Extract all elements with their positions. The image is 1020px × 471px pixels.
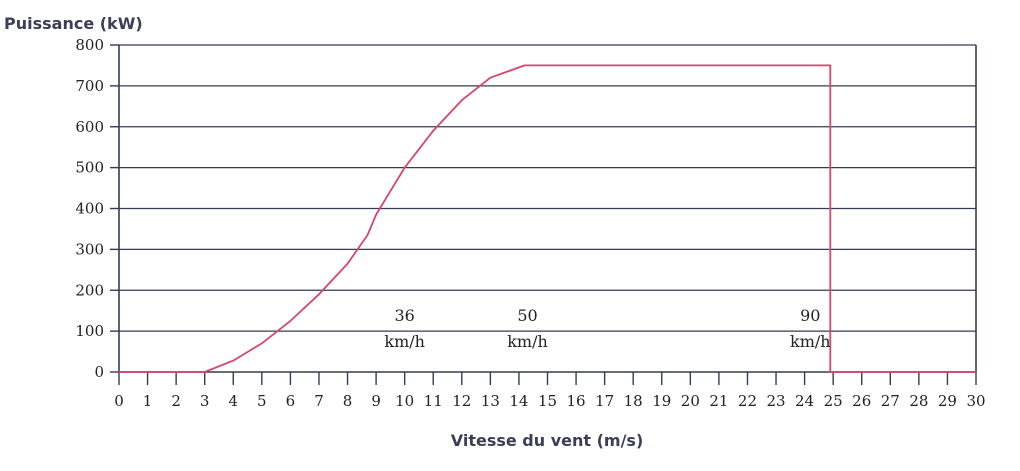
annotations: 36 km/h 50 km/h 90 km/h xyxy=(384,306,830,351)
y-tick-label: 500 xyxy=(75,159,104,177)
x-axis-label: Vitesse du vent (m/s) xyxy=(451,431,644,450)
x-tick-label: 13 xyxy=(481,392,500,410)
x-tick-label: 15 xyxy=(538,392,557,410)
x-tick-label: 1 xyxy=(143,392,153,410)
annotation-value: 50 xyxy=(517,306,537,325)
annotation-unit: km/h xyxy=(790,332,831,351)
x-tick-label: 26 xyxy=(852,392,871,410)
x-tick-label: 5 xyxy=(257,392,267,410)
x-tick-label: 20 xyxy=(681,392,700,410)
y-tick-label: 200 xyxy=(75,281,104,299)
x-tick-label: 29 xyxy=(938,392,957,410)
x-tick-label: 8 xyxy=(343,392,353,410)
x-tick-label: 7 xyxy=(314,392,324,410)
x-tick-label: 2 xyxy=(171,392,181,410)
y-tick-label: 0 xyxy=(94,363,104,381)
x-tick-label: 22 xyxy=(738,392,757,410)
x-tick-label: 11 xyxy=(424,392,443,410)
y-tick-label: 800 xyxy=(75,36,104,54)
x-tick-label: 17 xyxy=(595,392,614,410)
grid-lines xyxy=(119,44,976,332)
x-tick-label: 10 xyxy=(395,392,414,410)
x-tick-label: 0 xyxy=(114,392,124,410)
x-tick-label: 4 xyxy=(228,392,238,410)
y-tick-label: 100 xyxy=(75,322,104,340)
annotation-unit: km/h xyxy=(384,332,425,351)
x-tick-label: 28 xyxy=(909,392,928,410)
x-tick-label: 12 xyxy=(452,392,471,410)
annotation-value: 90 xyxy=(800,306,820,325)
x-tick-label: 27 xyxy=(881,392,900,410)
x-tick-labels: 0 1 2 3 4 5 6 7 8 9 10 11 12 13 14 15 16 17 18 19 20 21 22 23 24… xyxy=(114,392,985,410)
speed-annotation: 36 km/h xyxy=(384,306,425,351)
x-tick-label: 30 xyxy=(966,392,985,410)
speed-annotation: 50 km/h xyxy=(507,306,548,351)
x-tick-label: 25 xyxy=(824,392,843,410)
y-tick-label: 700 xyxy=(75,77,104,95)
y-tick-label: 400 xyxy=(75,200,104,218)
x-tick-label: 9 xyxy=(371,392,381,410)
y-tick-label: 300 xyxy=(75,240,104,258)
x-tick-label: 18 xyxy=(624,392,643,410)
annotation-unit: km/h xyxy=(507,332,548,351)
x-tick-label: 19 xyxy=(652,392,671,410)
y-axis-label: Puissance (kW) xyxy=(4,14,143,33)
x-tick-label: 6 xyxy=(286,392,296,410)
y-tick-label: 600 xyxy=(75,118,104,136)
series-layer xyxy=(119,64,976,373)
x-tick-label: 24 xyxy=(795,392,814,410)
annotation-value: 36 xyxy=(394,306,414,325)
x-tick-label: 16 xyxy=(567,392,586,410)
x-tick-label: 23 xyxy=(766,392,785,410)
tick-marks xyxy=(110,44,977,385)
x-tick-label: 14 xyxy=(509,392,528,410)
y-tick-labels: 0 100 200 300 400 500 600 700 800 xyxy=(75,36,104,381)
x-tick-label: 3 xyxy=(200,392,210,410)
speed-annotation: 90 km/h xyxy=(790,306,831,351)
x-tick-label: 21 xyxy=(709,392,728,410)
power-curve-line xyxy=(119,64,976,373)
